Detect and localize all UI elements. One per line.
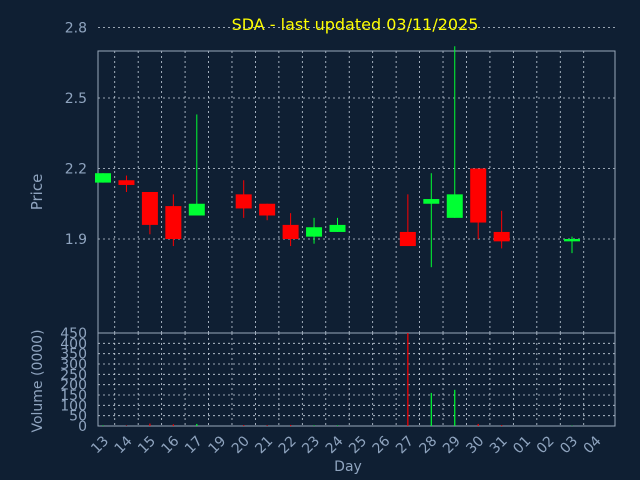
- volume-bars: [102, 333, 573, 426]
- price-y-tick-label: 2.2: [65, 162, 87, 178]
- candle-body: [306, 227, 323, 237]
- x-axis-label: Day: [334, 459, 362, 475]
- candle-body: [188, 203, 205, 216]
- candle-body: [165, 206, 182, 239]
- candle-body: [235, 194, 252, 209]
- candle-body: [118, 180, 135, 185]
- volume-y-tick-label: 300: [60, 357, 87, 373]
- volume-plot-frame: [97, 332, 616, 427]
- volume-bar: [454, 389, 456, 426]
- volume-bar: [477, 423, 479, 426]
- candle-body: [329, 224, 346, 232]
- price-y-tick-label: 1.9: [65, 232, 87, 248]
- price-y-tick-label: 2.8: [65, 21, 87, 37]
- volume-y-tick-label: 250: [60, 367, 87, 383]
- candle-body: [282, 224, 299, 239]
- volume-bar: [172, 424, 174, 426]
- volume-bar: [336, 425, 339, 426]
- volume-y-tick-label: 200: [60, 378, 87, 394]
- volume-y-tick-label: 100: [60, 398, 87, 414]
- price-y-tick-label: 2.5: [65, 91, 87, 107]
- volume-bar: [313, 425, 315, 426]
- volume-y-tick-label: 150: [60, 388, 87, 404]
- price-y-tick-labels: 1.9 2.2 2.5 2.8: [65, 21, 87, 249]
- candle-body: [446, 194, 463, 218]
- volume-y-tick-label: 350: [60, 347, 87, 363]
- volume-y-tick-label: 400: [60, 336, 87, 352]
- volume-bar: [430, 392, 432, 426]
- volume-bar: [290, 424, 292, 426]
- volume-axis-label: Volume (0000): [30, 329, 46, 432]
- candle-body: [493, 231, 510, 242]
- candle-body: [141, 192, 158, 225]
- candle-body: [564, 239, 580, 242]
- volume-bar: [407, 333, 409, 426]
- candle-body: [423, 199, 440, 204]
- volume-y-tick-label: 50: [69, 409, 87, 425]
- volume-bar: [501, 425, 503, 426]
- price-gridlines: [98, 27, 615, 333]
- candlesticks: [95, 46, 580, 268]
- price-panel: 1.9 2.2 2.5 2.8 Price: [28, 21, 616, 334]
- candle-body: [95, 173, 111, 183]
- volume-bar: [196, 423, 198, 426]
- volume-bar: [102, 425, 104, 426]
- chart-title: SDA - last updated 03/11/2025: [232, 15, 479, 34]
- volume-y-tick-label: 450: [60, 326, 87, 342]
- volume-y-tick-label: 0: [78, 419, 87, 435]
- candle-body: [470, 168, 487, 223]
- candle-body: [259, 203, 276, 216]
- price-axis-label: Price: [28, 174, 46, 211]
- candle-body: [399, 231, 416, 247]
- volume-bar: [243, 425, 245, 426]
- volume-bar: [149, 423, 151, 426]
- volume-bar: [266, 425, 268, 426]
